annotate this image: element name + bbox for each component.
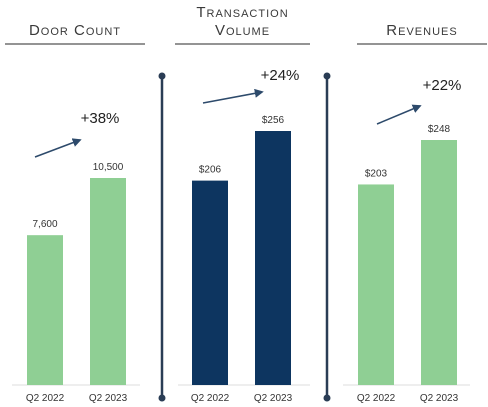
bar <box>421 140 457 385</box>
panel-title: Gross Transaction Volume <box>196 0 289 39</box>
bar <box>255 131 291 385</box>
growth-annotation: +38% <box>81 110 120 127</box>
category-label: Q2 2022 <box>357 393 396 404</box>
panel-title: Revenues <box>386 22 458 39</box>
value-label: $256 <box>262 115 285 126</box>
divider <box>158 72 331 402</box>
bar <box>358 184 394 385</box>
growth-annotation: +22% <box>423 77 462 94</box>
growth-arrow <box>202 88 264 104</box>
value-label: 7,600 <box>32 219 57 230</box>
category-label: Q2 2022 <box>191 393 230 404</box>
bar <box>27 235 63 385</box>
bar <box>90 178 126 385</box>
category-label: Q2 2023 <box>420 393 459 404</box>
value-label: $206 <box>199 165 222 176</box>
value-label: $248 <box>428 124 451 135</box>
panel-title: Door Count <box>28 22 122 39</box>
growth-annotation: +24% <box>261 67 300 84</box>
value-label: 10,500 <box>93 162 124 173</box>
bar <box>192 180 228 385</box>
growth-arrow <box>34 138 82 158</box>
category-label: Q2 2023 <box>254 393 293 404</box>
category-label: Q2 2022 <box>26 393 65 404</box>
category-label: Q2 2023 <box>89 393 128 404</box>
growth-arrow <box>376 104 422 125</box>
value-label: $203 <box>365 168 388 179</box>
